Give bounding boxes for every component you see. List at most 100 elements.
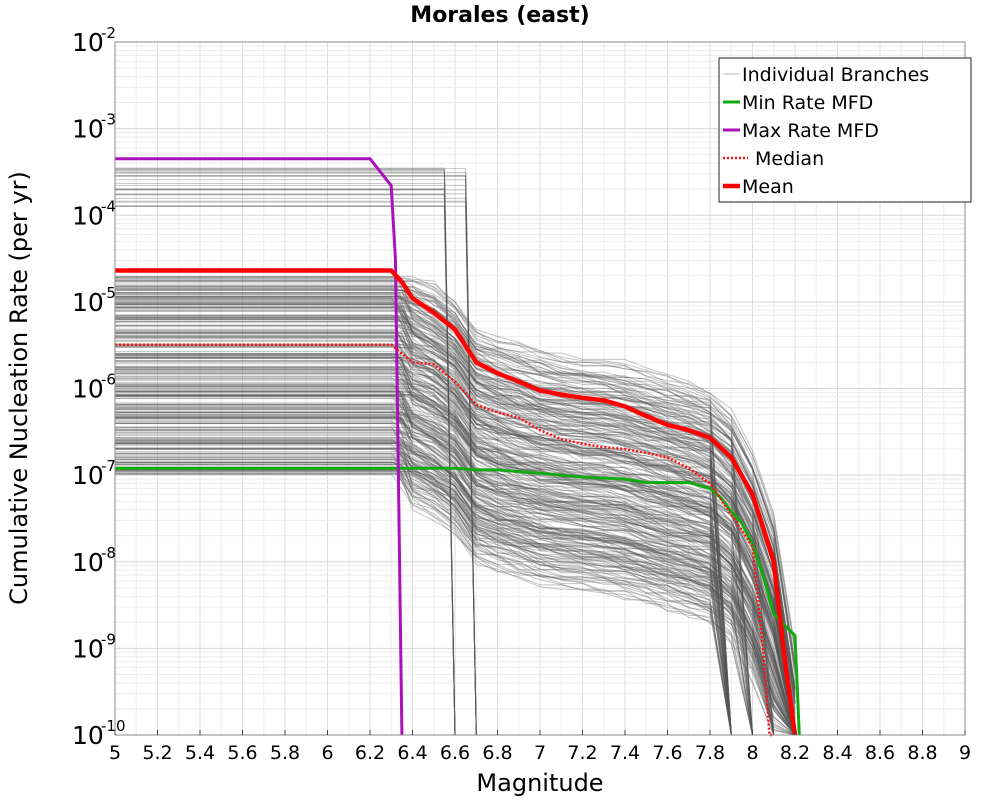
branch-line xyxy=(115,395,775,736)
branch-line xyxy=(115,385,796,736)
branch-line xyxy=(115,302,796,696)
branch-line xyxy=(115,385,796,736)
x-tick-label: 5.4 xyxy=(185,742,215,764)
branch-line xyxy=(115,368,796,736)
branch-line xyxy=(115,417,796,736)
branch-line xyxy=(115,366,796,736)
branch-line xyxy=(115,456,796,736)
branch-line xyxy=(115,461,732,736)
branch-line xyxy=(115,459,753,736)
branch-line xyxy=(115,384,796,736)
y-tick-label: 10-8 xyxy=(72,544,116,577)
branch-line xyxy=(115,194,456,736)
branch-line xyxy=(115,370,796,736)
branch-line xyxy=(115,275,732,736)
branch-line xyxy=(115,463,732,736)
branch-line xyxy=(115,418,753,736)
branch-line xyxy=(115,453,796,736)
branch-line xyxy=(115,464,796,736)
branch-line xyxy=(115,343,796,720)
branch-line xyxy=(115,286,796,662)
y-tick-label: 10-9 xyxy=(72,630,116,663)
branch-line xyxy=(115,448,796,736)
branch-line xyxy=(115,357,796,736)
branch-line xyxy=(115,381,796,736)
branch-line xyxy=(115,340,796,732)
branch-line xyxy=(115,469,775,736)
branch-line xyxy=(115,442,732,736)
branch-line xyxy=(115,302,796,715)
branch-line xyxy=(115,328,796,736)
branch-line xyxy=(115,317,796,736)
branch-line xyxy=(115,288,796,691)
branch-line xyxy=(115,470,796,736)
branch-line xyxy=(115,280,796,650)
branch-line xyxy=(115,458,796,736)
branch-line xyxy=(115,405,796,736)
branch-line xyxy=(115,175,477,736)
legend-box xyxy=(718,57,972,203)
branch-line xyxy=(115,321,796,720)
y-tick-exponent: -2 xyxy=(101,24,116,42)
branch-line xyxy=(115,345,796,736)
branch-line xyxy=(115,333,732,736)
branch-line xyxy=(115,287,796,671)
branch-line xyxy=(115,471,753,736)
branch-line xyxy=(115,300,796,736)
branch-line xyxy=(115,336,796,736)
branch-line xyxy=(115,280,796,653)
series-mean xyxy=(115,268,798,736)
branch-line xyxy=(115,414,796,736)
branch-line xyxy=(115,428,732,736)
branch-line xyxy=(115,385,753,736)
branch-line xyxy=(115,470,753,736)
branch-line xyxy=(115,447,796,736)
series-median xyxy=(115,343,774,737)
x-tick-label: 7.8 xyxy=(695,742,725,764)
branch-line xyxy=(115,404,796,736)
branch-line xyxy=(115,395,796,736)
branch-line xyxy=(115,409,796,736)
branch-line xyxy=(115,357,732,736)
branch-line xyxy=(115,439,796,736)
x-tick-label: 7 xyxy=(534,742,546,764)
branch-line xyxy=(115,189,456,736)
legend-label: Median xyxy=(755,148,824,170)
branch-line xyxy=(115,360,796,736)
x-tick-label: 6.4 xyxy=(397,742,427,764)
legend-item: Median xyxy=(723,148,824,170)
branch-line xyxy=(115,452,732,736)
x-tick-label: 6.8 xyxy=(482,742,512,764)
y-axis-label: Cumulative Nucleation Rate (per yr) xyxy=(5,171,33,605)
branch-line xyxy=(115,169,456,736)
branch-line xyxy=(115,303,753,736)
branch-line xyxy=(115,386,753,736)
branch-line xyxy=(115,422,796,736)
branch-line xyxy=(115,354,796,736)
branch-line xyxy=(115,340,732,736)
x-tick-label: 7.2 xyxy=(567,742,597,764)
legend-item: Min Rate MFD xyxy=(723,92,873,114)
branch-line xyxy=(115,388,775,736)
branch-line xyxy=(115,346,796,736)
branch-line xyxy=(115,354,796,736)
branch-line xyxy=(115,390,732,736)
branch-line xyxy=(115,395,732,736)
branch-line xyxy=(115,317,796,704)
y-tick-exponent: -9 xyxy=(101,630,116,648)
branch-line xyxy=(115,440,753,736)
branch-line xyxy=(115,188,456,736)
legend-label: Max Rate MFD xyxy=(742,120,879,142)
branch-line xyxy=(115,368,796,736)
x-tick-label: 5 xyxy=(109,742,121,764)
branch-line xyxy=(115,467,732,736)
branch-line xyxy=(115,472,796,736)
branch-line xyxy=(115,303,753,736)
y-tick-base: 10 xyxy=(72,721,104,750)
branch-line xyxy=(115,394,796,736)
branch-line xyxy=(115,459,796,736)
chart-title: Morales (east) xyxy=(410,3,589,28)
branch-line xyxy=(115,462,732,736)
x-tick-label: 7.4 xyxy=(610,742,640,764)
